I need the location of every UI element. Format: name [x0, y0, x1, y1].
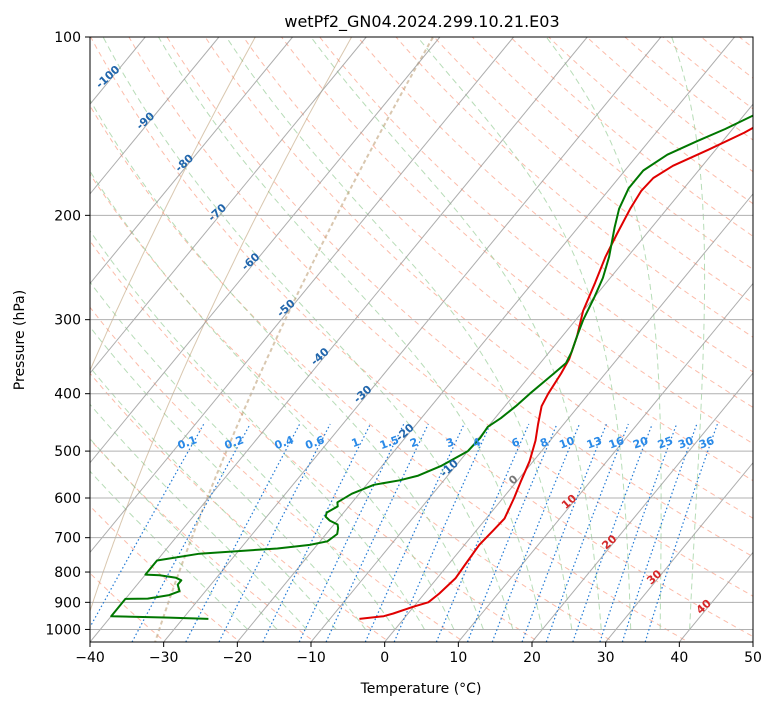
mixing-ratio-line	[298, 423, 405, 642]
isotherm-line	[90, 37, 514, 554]
x-tick-label: −40	[75, 650, 105, 666]
x-tick-label: −20	[223, 650, 253, 666]
mixing-ratio-line	[218, 423, 331, 642]
moist-adiabat	[158, 37, 543, 630]
moist-adiabat	[90, 326, 366, 630]
mixing-ratio-line	[435, 423, 530, 642]
isotherm-line	[90, 37, 220, 195]
moist-adiabat	[310, 37, 602, 630]
dry-adiabat	[319, 37, 753, 408]
moist-adiabat	[90, 366, 337, 630]
x-tick-label: 20	[523, 650, 541, 666]
mixing-ratio-label: 2	[408, 435, 420, 450]
x-tick-label: 0	[380, 650, 389, 666]
mixing-ratio-label: 20	[631, 434, 650, 452]
mixing-ratio-line	[393, 423, 491, 642]
y-tick-label: 800	[54, 565, 81, 581]
y-tick-label: 1000	[45, 622, 81, 638]
axis-layer: −40 −30 −20 −10 0 10 20 30 40 5010020030040050060…	[45, 30, 762, 666]
mixing-ratio-label: 0.2	[223, 433, 246, 452]
dry-adiabat	[242, 37, 753, 482]
mixing-ratio-line	[185, 423, 301, 642]
dewpoint-profile-line	[110, 114, 753, 620]
mixing-ratio-label: 10	[557, 434, 576, 452]
plot-frame	[89, 36, 754, 643]
x-tick-label: 30	[597, 650, 615, 666]
isotherm-line	[457, 282, 753, 642]
moist-adiabat	[545, 37, 662, 630]
moist-adiabat	[90, 98, 484, 630]
x-axis-label: Temperature (°C)	[360, 681, 482, 697]
y-tick-label: 600	[54, 491, 81, 507]
y-tick-label: 400	[54, 387, 81, 403]
moist-adiabat	[90, 230, 425, 630]
mixing-ratio-label: 0.1	[176, 433, 199, 452]
x-tick-label: 40	[670, 650, 688, 666]
dry-adiabat	[357, 37, 753, 373]
dry-adiabat	[204, 37, 753, 519]
mixing-ratio-line	[599, 423, 678, 642]
temperature-profile-line	[359, 126, 753, 620]
mixing-ratio-line	[325, 423, 429, 642]
moist-adiabat	[90, 403, 307, 630]
isotherm-line	[310, 103, 753, 642]
mixing-ratio-label: 4	[471, 435, 483, 450]
isotherm-line	[236, 37, 735, 642]
mixing-ratio-line	[572, 423, 653, 642]
isotherm-line	[90, 37, 293, 285]
moist-adiabat	[417, 37, 632, 630]
isotherm-line	[163, 37, 662, 642]
moist-adiabat	[90, 170, 455, 630]
mixing-ratio-label: 1	[350, 435, 362, 450]
isotherm-line	[90, 37, 441, 464]
mixing-ratio-label: 13	[585, 434, 604, 451]
y-tick-label: 300	[54, 313, 81, 329]
isotherm-line	[90, 37, 588, 642]
mixing-ratio-line	[521, 423, 608, 642]
y-tick-label: 700	[54, 531, 81, 547]
mixing-ratio-line	[262, 423, 371, 642]
mixing-ratio-line	[491, 423, 581, 642]
x-tick-label: 10	[449, 650, 467, 666]
y-tick-label: 500	[54, 444, 81, 460]
mixing-ratio-label: 30	[676, 434, 695, 452]
x-tick-label: 50	[744, 650, 762, 666]
data-layer	[110, 114, 753, 620]
isotherm-line	[605, 461, 753, 642]
moist-adiabat	[225, 37, 573, 630]
y-axis-label: Pressure (hPa)	[12, 290, 28, 390]
chart-title: wetPf2_GN04.2024.299.10.21.E03	[284, 12, 559, 32]
moist-adiabat	[671, 37, 706, 630]
mixing-ratio-label: 8	[538, 435, 550, 450]
dry-adiabat	[433, 37, 753, 304]
mixing-ratio-label: 1.5	[378, 433, 401, 452]
y-tick-label: 200	[54, 208, 81, 224]
mixing-ratio-label: 36	[697, 434, 716, 452]
mixing-ratio-label: 16	[607, 434, 626, 452]
mixing-ratio-label: 0.6	[304, 433, 327, 452]
moist-adiabat	[102, 37, 514, 630]
y-tick-label: 100	[54, 30, 81, 46]
mixing-ratio-label: 6	[510, 435, 522, 450]
mixing-ratio-label: 3	[444, 435, 456, 450]
mixing-ratio-label: 0.4	[273, 433, 296, 452]
height-line	[90, 37, 256, 372]
y-tick-label: 900	[54, 595, 81, 611]
mixing-ratio-line	[466, 423, 558, 642]
mixing-ratio-line	[90, 423, 205, 629]
isotherm-line	[531, 372, 753, 642]
isotherm-line	[90, 37, 367, 374]
mixing-ratio-line	[545, 423, 629, 642]
x-tick-label: −10	[296, 650, 326, 666]
dry-adiabat	[166, 37, 753, 558]
dry-adiabat	[90, 37, 753, 638]
x-tick-label: −30	[149, 650, 179, 666]
mixing-ratio-label: 25	[656, 434, 675, 451]
moist-adiabat	[90, 281, 396, 630]
dry-adiabat	[128, 37, 753, 597]
isotherm-line	[384, 193, 753, 642]
